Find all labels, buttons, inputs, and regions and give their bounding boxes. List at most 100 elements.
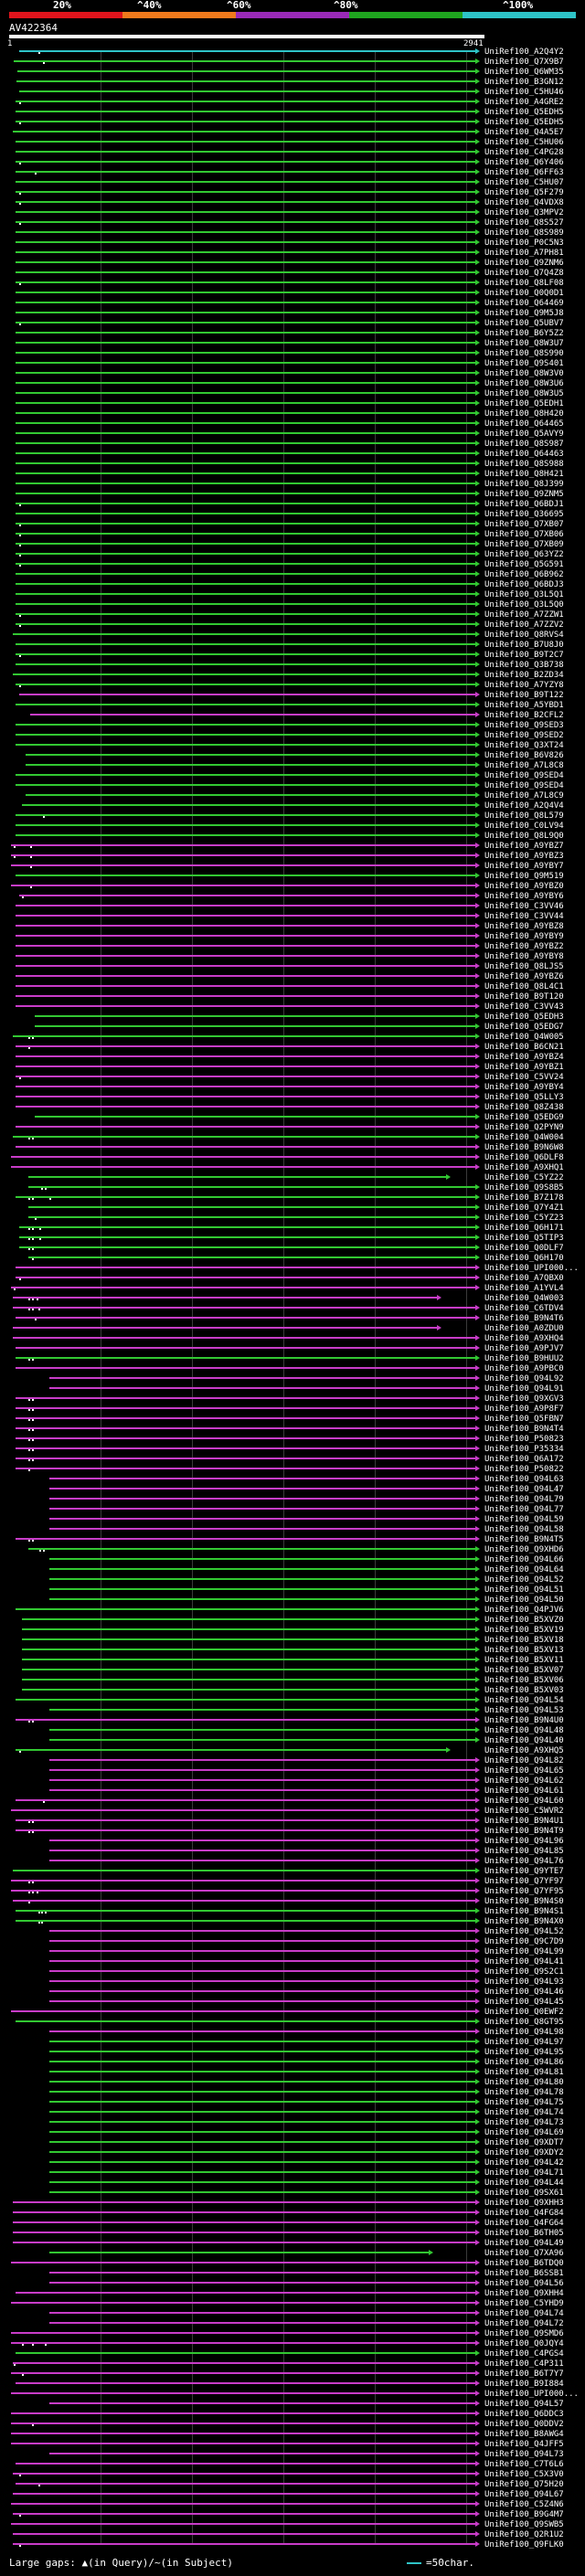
hit-label[interactable]: UniRef100_Q9SX61	[484, 2189, 564, 2198]
hit-label[interactable]: UniRef100_B9T2C7	[484, 651, 564, 660]
hit-bar[interactable]	[16, 1277, 475, 1278]
hit-bar[interactable]	[16, 1347, 475, 1349]
hit-bar[interactable]	[16, 1719, 475, 1721]
hit-bar[interactable]	[16, 653, 475, 655]
hit-label[interactable]: UniRef100_Q6B962	[484, 570, 564, 579]
hit-label[interactable]: UniRef100_B9T120	[484, 992, 564, 1002]
hit-label[interactable]: UniRef100_Q94L82	[484, 1756, 564, 1765]
hit-label[interactable]: UniRef100_Q6H171	[484, 1224, 564, 1233]
hit-label[interactable]: UniRef100_B6TH05	[484, 2229, 564, 2238]
hit-label[interactable]: UniRef100_Q8W3V0	[484, 369, 564, 378]
hit-bar[interactable]	[16, 171, 475, 173]
hit-bar[interactable]	[48, 1498, 475, 1500]
hit-label[interactable]: UniRef100_Q0JQY4	[484, 2339, 564, 2348]
hit-label[interactable]: UniRef100_Q94L93	[484, 1977, 564, 1987]
hit-label[interactable]: UniRef100_B9G4M7	[484, 2510, 564, 2519]
hit-bar[interactable]	[10, 1156, 475, 1158]
hit-bar[interactable]	[10, 2332, 475, 2334]
hit-label[interactable]: UniRef100_Q5EDH5	[484, 108, 564, 117]
hit-bar[interactable]	[28, 1206, 475, 1208]
hit-bar[interactable]	[10, 844, 475, 846]
hit-bar[interactable]	[16, 70, 475, 72]
hit-label[interactable]: UniRef100_A7L8C8	[484, 761, 564, 770]
hit-bar[interactable]	[48, 1598, 475, 1600]
hit-label[interactable]: UniRef100_B7Z178	[484, 1193, 564, 1203]
hit-label[interactable]: UniRef100_A9XHQ1	[484, 1163, 564, 1172]
hit-label[interactable]: UniRef100_Q7YF97	[484, 1877, 564, 1886]
hit-bar[interactable]	[16, 2483, 475, 2485]
hit-bar[interactable]	[16, 1538, 475, 1540]
hit-bar[interactable]	[35, 1025, 475, 1027]
hit-label[interactable]: UniRef100_B9N4U0	[484, 1716, 564, 1725]
hit-label[interactable]: UniRef100_A1YVL4	[484, 1284, 564, 1293]
hit-bar[interactable]	[16, 1055, 475, 1057]
hit-bar[interactable]	[10, 2433, 475, 2434]
hit-label[interactable]: UniRef100_Q6DLF8	[484, 1153, 564, 1162]
hit-bar[interactable]	[48, 1839, 475, 1841]
hit-bar[interactable]	[16, 613, 475, 615]
hit-bar[interactable]	[48, 1990, 475, 1992]
hit-bar[interactable]	[16, 1799, 475, 1801]
hit-label[interactable]: UniRef100_Q94L47	[484, 1485, 564, 1494]
hit-label[interactable]: UniRef100_A7QBX0	[484, 1274, 564, 1283]
hit-bar[interactable]	[12, 2211, 475, 2213]
hit-label[interactable]: UniRef100_B8AWG4	[484, 2430, 564, 2439]
hit-bar[interactable]	[28, 1256, 475, 1258]
hit-bar[interactable]	[48, 1377, 475, 1379]
hit-bar[interactable]	[10, 2262, 475, 2263]
hit-label[interactable]: UniRef100_Q94L78	[484, 2088, 564, 2097]
hit-bar[interactable]	[16, 1005, 475, 1007]
hit-bar[interactable]	[16, 533, 475, 535]
hit-label[interactable]: UniRef100_A9PBC0	[484, 1364, 564, 1373]
hit-bar[interactable]	[48, 2151, 475, 2153]
hit-bar[interactable]	[10, 1809, 475, 1811]
hit-bar[interactable]	[48, 1558, 475, 1560]
hit-bar[interactable]	[16, 784, 475, 786]
hit-bar[interactable]	[10, 2372, 475, 2374]
hit-label[interactable]: UniRef100_C4PGS4	[484, 2349, 564, 2359]
hit-bar[interactable]	[16, 1317, 475, 1319]
hit-label[interactable]: UniRef100_B9N4T4	[484, 1425, 564, 1434]
hit-label[interactable]: UniRef100_A9YBY7	[484, 862, 564, 871]
hit-bar[interactable]	[48, 1940, 475, 1942]
hit-bar[interactable]	[16, 191, 475, 193]
hit-label[interactable]: UniRef100_C5HU46	[484, 88, 564, 97]
hit-bar[interactable]	[48, 2071, 475, 2072]
hit-bar[interactable]	[16, 161, 475, 163]
hit-bar[interactable]	[48, 1860, 475, 1861]
hit-bar[interactable]	[16, 915, 475, 917]
hit-bar[interactable]	[12, 131, 475, 133]
hit-bar[interactable]	[16, 1447, 475, 1449]
hit-label[interactable]: UniRef100_Q94L48	[484, 1726, 564, 1735]
hit-label[interactable]: UniRef100_Q8GT95	[484, 2018, 564, 2027]
hit-bar[interactable]	[48, 1850, 475, 1851]
hit-label[interactable]: UniRef100_C3VV43	[484, 1002, 564, 1012]
hit-label[interactable]: UniRef100_A9YBZ3	[484, 852, 564, 861]
hit-label[interactable]: UniRef100_C4P311	[484, 2359, 564, 2369]
hit-label[interactable]: UniRef100_Q4W003	[484, 1294, 564, 1303]
hit-bar[interactable]	[16, 603, 475, 605]
hit-bar[interactable]	[48, 2091, 475, 2093]
hit-label[interactable]: UniRef100_Q94L57	[484, 2400, 564, 2409]
hit-bar[interactable]	[16, 231, 475, 233]
hit-bar[interactable]	[48, 1387, 475, 1389]
hit-label[interactable]: UniRef100_Q64465	[484, 419, 564, 429]
hit-label[interactable]: UniRef100_Q4PJV6	[484, 1606, 564, 1615]
hit-label[interactable]: UniRef100_A0ZDU0	[484, 1324, 564, 1333]
hit-label[interactable]: UniRef100_Q6H170	[484, 1254, 564, 1263]
hit-label[interactable]: UniRef100_B9N4T9	[484, 1827, 564, 1836]
hit-label[interactable]: UniRef100_Q6Y406	[484, 158, 564, 167]
hit-label[interactable]: UniRef100_Q8W3U5	[484, 389, 564, 398]
hit-label[interactable]: UniRef100_Q9S401	[484, 359, 564, 368]
hit-bar[interactable]	[48, 2111, 475, 2113]
hit-bar[interactable]	[48, 1980, 475, 1982]
hit-bar[interactable]	[16, 2352, 475, 2354]
hit-label[interactable]: UniRef100_Q94L40	[484, 1736, 564, 1745]
hit-bar[interactable]	[48, 2141, 475, 2143]
hit-bar[interactable]	[48, 2131, 475, 2133]
hit-label[interactable]: UniRef100_Q7Q4Z8	[484, 269, 564, 278]
hit-bar[interactable]	[48, 2051, 475, 2052]
hit-bar[interactable]	[48, 2101, 475, 2103]
hit-label[interactable]: UniRef100_Q6FF63	[484, 168, 564, 177]
hit-bar[interactable]	[16, 724, 475, 726]
